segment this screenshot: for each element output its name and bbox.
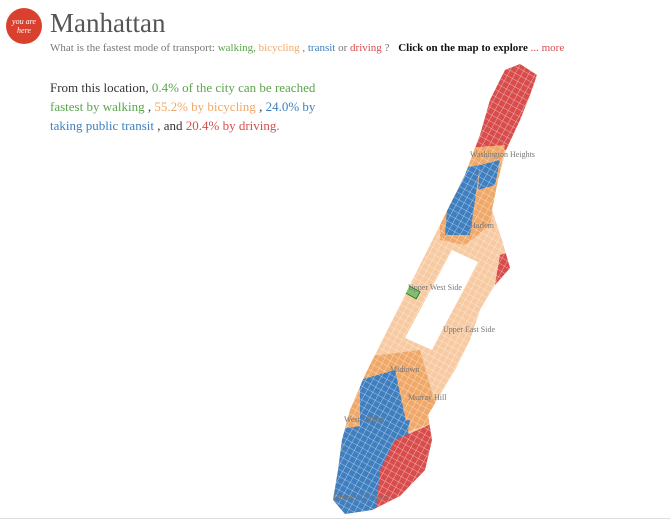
separator: , and: [157, 118, 183, 133]
summary-transit: 24.0% by taking public transit: [50, 99, 316, 133]
separator: ,: [259, 99, 263, 114]
prompt-text: What is the fastest mode of transport:: [50, 42, 215, 54]
cta: Click on the map to explore: [398, 42, 528, 54]
summary-intro: From this location,: [50, 80, 149, 95]
summary-driving: 20.4% by driving.: [185, 118, 280, 133]
neighborhood-label: Murray Hill: [408, 393, 447, 402]
footer-rule: [0, 518, 670, 519]
separator: ,: [302, 42, 306, 54]
prompt: What is the fastest mode of transport: w…: [50, 42, 564, 54]
summary-walking: 0.4% of the city can be reached fastest …: [50, 80, 316, 114]
summary: From this location, 0.4% of the city can…: [50, 78, 335, 135]
mode-bicycling[interactable]: bicycling: [258, 42, 300, 54]
mode-transit[interactable]: transit: [307, 42, 336, 54]
logo[interactable]: you are here: [6, 8, 42, 44]
neighborhood-label: Washington Heights: [470, 150, 535, 159]
neighborhood-label: Harlem: [470, 221, 495, 230]
neighborhood-label: Midtown: [390, 365, 419, 374]
separator: ,: [147, 99, 152, 114]
separator: or: [338, 42, 348, 54]
mode-driving[interactable]: driving: [350, 42, 382, 54]
neighborhood-label: Financial District: [333, 493, 390, 502]
central-park: [405, 250, 478, 350]
title: Manhattan: [50, 8, 166, 38]
mode-walking[interactable]: walking,: [217, 42, 256, 54]
neighborhood-label: Upper West Side: [408, 283, 462, 292]
separator: ?: [384, 42, 390, 54]
more-link[interactable]: ... more: [530, 42, 565, 54]
summary-bicycling: 55.2% by bicycling: [154, 99, 256, 114]
neighborhood-label: West Village: [344, 415, 385, 424]
neighborhood-label: Upper East Side: [443, 325, 495, 334]
